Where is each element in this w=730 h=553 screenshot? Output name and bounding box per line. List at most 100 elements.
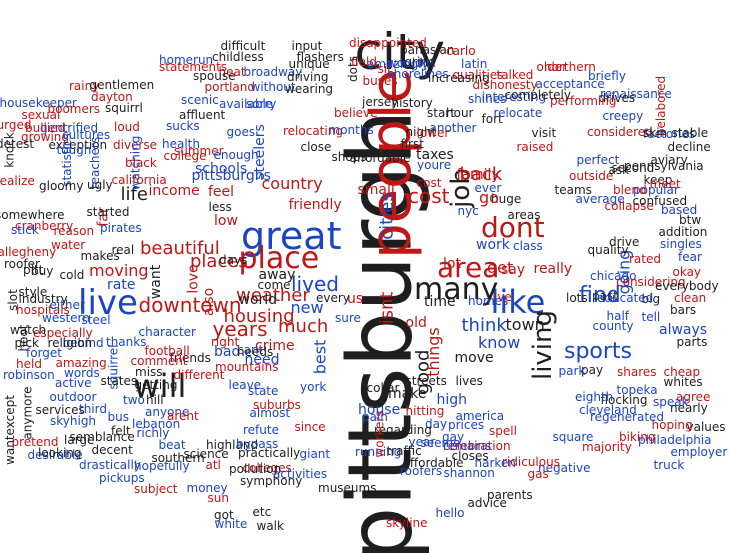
- cloud-word: remains: [443, 439, 492, 453]
- cloud-word: different: [173, 368, 225, 382]
- cloud-word: income: [148, 183, 200, 199]
- cloud-word: makes: [80, 249, 120, 263]
- cloud-word: history: [391, 96, 433, 110]
- cloud-word: urged: [0, 118, 32, 132]
- cloud-word: cleveland: [579, 403, 637, 417]
- cloud-word: health: [162, 137, 200, 151]
- cloud-word: park: [558, 364, 586, 378]
- cloud-word: knock: [2, 132, 17, 168]
- cloud-word: services: [35, 403, 85, 417]
- cloud-word: low: [214, 213, 238, 229]
- cloud-word: need: [244, 352, 280, 368]
- cloud-word: great: [241, 214, 342, 258]
- cloud-word: lived: [291, 272, 339, 296]
- cloud-word: much: [278, 316, 329, 337]
- cloud-word: enough: [213, 148, 259, 162]
- cloud-word: third: [79, 402, 107, 416]
- cloud-word: lives: [455, 374, 483, 388]
- cloud-word: year: [408, 435, 436, 449]
- cloud-word: older: [536, 60, 568, 74]
- cloud-word: area: [437, 251, 500, 284]
- cloud-word: cultures: [62, 128, 111, 142]
- cloud-word: small: [357, 182, 395, 198]
- cloud-word: outside: [569, 169, 614, 183]
- cloud-word: think: [461, 315, 507, 336]
- cloud-word: old: [405, 315, 427, 331]
- cloud-word: moving: [89, 261, 149, 280]
- cloud-word: back: [459, 164, 503, 185]
- cloud-word: work: [476, 237, 510, 253]
- cloud-word: house: [358, 402, 401, 418]
- cloud-word: california: [111, 173, 167, 187]
- cloud-word: money: [186, 481, 228, 495]
- cloud-word: fort: [481, 112, 503, 126]
- cloud-word: topeka: [616, 383, 658, 397]
- cloud-word: relocating: [283, 124, 343, 138]
- cloud-word: lot: [443, 256, 461, 272]
- cloud-word: streets: [405, 374, 447, 388]
- cloud-word: briefly: [588, 69, 626, 83]
- cloud-word: high: [436, 392, 468, 408]
- cloud-word: first: [400, 137, 424, 151]
- cloud-word: eighth: [575, 390, 614, 404]
- cloud-word: cold: [59, 268, 85, 282]
- cloud-word: football: [144, 344, 190, 358]
- cloud-word: character: [138, 325, 196, 339]
- cloud-word: average: [575, 192, 625, 206]
- cloud-word: truck: [653, 458, 685, 472]
- cloud-word: ask: [608, 163, 630, 177]
- cloud-word: childless: [212, 50, 264, 64]
- cloud-word: place: [238, 241, 320, 276]
- cloud-word: style: [18, 285, 48, 299]
- cloud-word: tell: [641, 310, 661, 324]
- cloud-word: college: [163, 149, 207, 163]
- cloud-word: meet: [649, 177, 681, 191]
- cloud-word: right: [211, 335, 240, 349]
- cloud-word: acceptance: [535, 77, 605, 91]
- cloud-word: shannon: [443, 466, 495, 480]
- cloud-word: got: [214, 508, 234, 522]
- cloud-word: watch: [10, 323, 47, 337]
- cloud-word: loud: [114, 120, 140, 134]
- cloud-word: available: [219, 97, 274, 111]
- cloud-word: creepy: [602, 109, 644, 123]
- cloud-word: isnt: [375, 291, 397, 325]
- cloud-word: agree: [676, 390, 711, 404]
- cloud-word: addition: [658, 225, 708, 239]
- cloud-word: btw: [679, 213, 702, 227]
- cloud-word: pennsylvania: [624, 159, 704, 173]
- cloud-word: drastically: [79, 458, 141, 472]
- cloud-word: thanks: [106, 335, 147, 349]
- cloud-word: homes: [468, 294, 509, 308]
- cloud-word: taxes: [416, 147, 454, 163]
- cloud-word: bypass: [236, 437, 279, 451]
- cloud-word: collapse: [604, 199, 654, 213]
- cloud-word: cost: [416, 176, 442, 190]
- cloud-word: ugly: [87, 178, 113, 192]
- cloud-word: drives: [598, 91, 636, 105]
- cloud-word: affordable: [349, 151, 411, 165]
- cloud-word: states: [100, 374, 138, 388]
- cloud-word: confused: [632, 194, 688, 208]
- cloud-word: statements: [159, 60, 228, 74]
- cloud-word: grind: [404, 55, 436, 69]
- cloud-word: flashers: [296, 50, 344, 64]
- cloud-word: negative: [538, 461, 591, 475]
- cloud-word: cost: [408, 184, 450, 208]
- cloud-word: find: [579, 283, 621, 308]
- cloud-word: spouse: [193, 69, 236, 83]
- cloud-word: biking: [619, 430, 656, 444]
- cloud-word: say: [501, 262, 526, 278]
- cloud-word: two: [123, 393, 145, 407]
- cloud-word: huge: [491, 192, 522, 206]
- cloud-word: hopefully: [134, 459, 190, 473]
- cloud-word: hitting: [405, 404, 445, 418]
- cloud-word: without: [250, 80, 296, 94]
- cloud-word: live: [78, 283, 138, 323]
- cloud-word: goes: [226, 125, 256, 139]
- cloud-word: hour: [446, 106, 474, 120]
- cloud-word: shines: [468, 92, 507, 106]
- cloud-word: industry: [18, 292, 68, 306]
- cloud-word: america: [455, 409, 505, 423]
- cloud-word: colleges: [242, 461, 292, 475]
